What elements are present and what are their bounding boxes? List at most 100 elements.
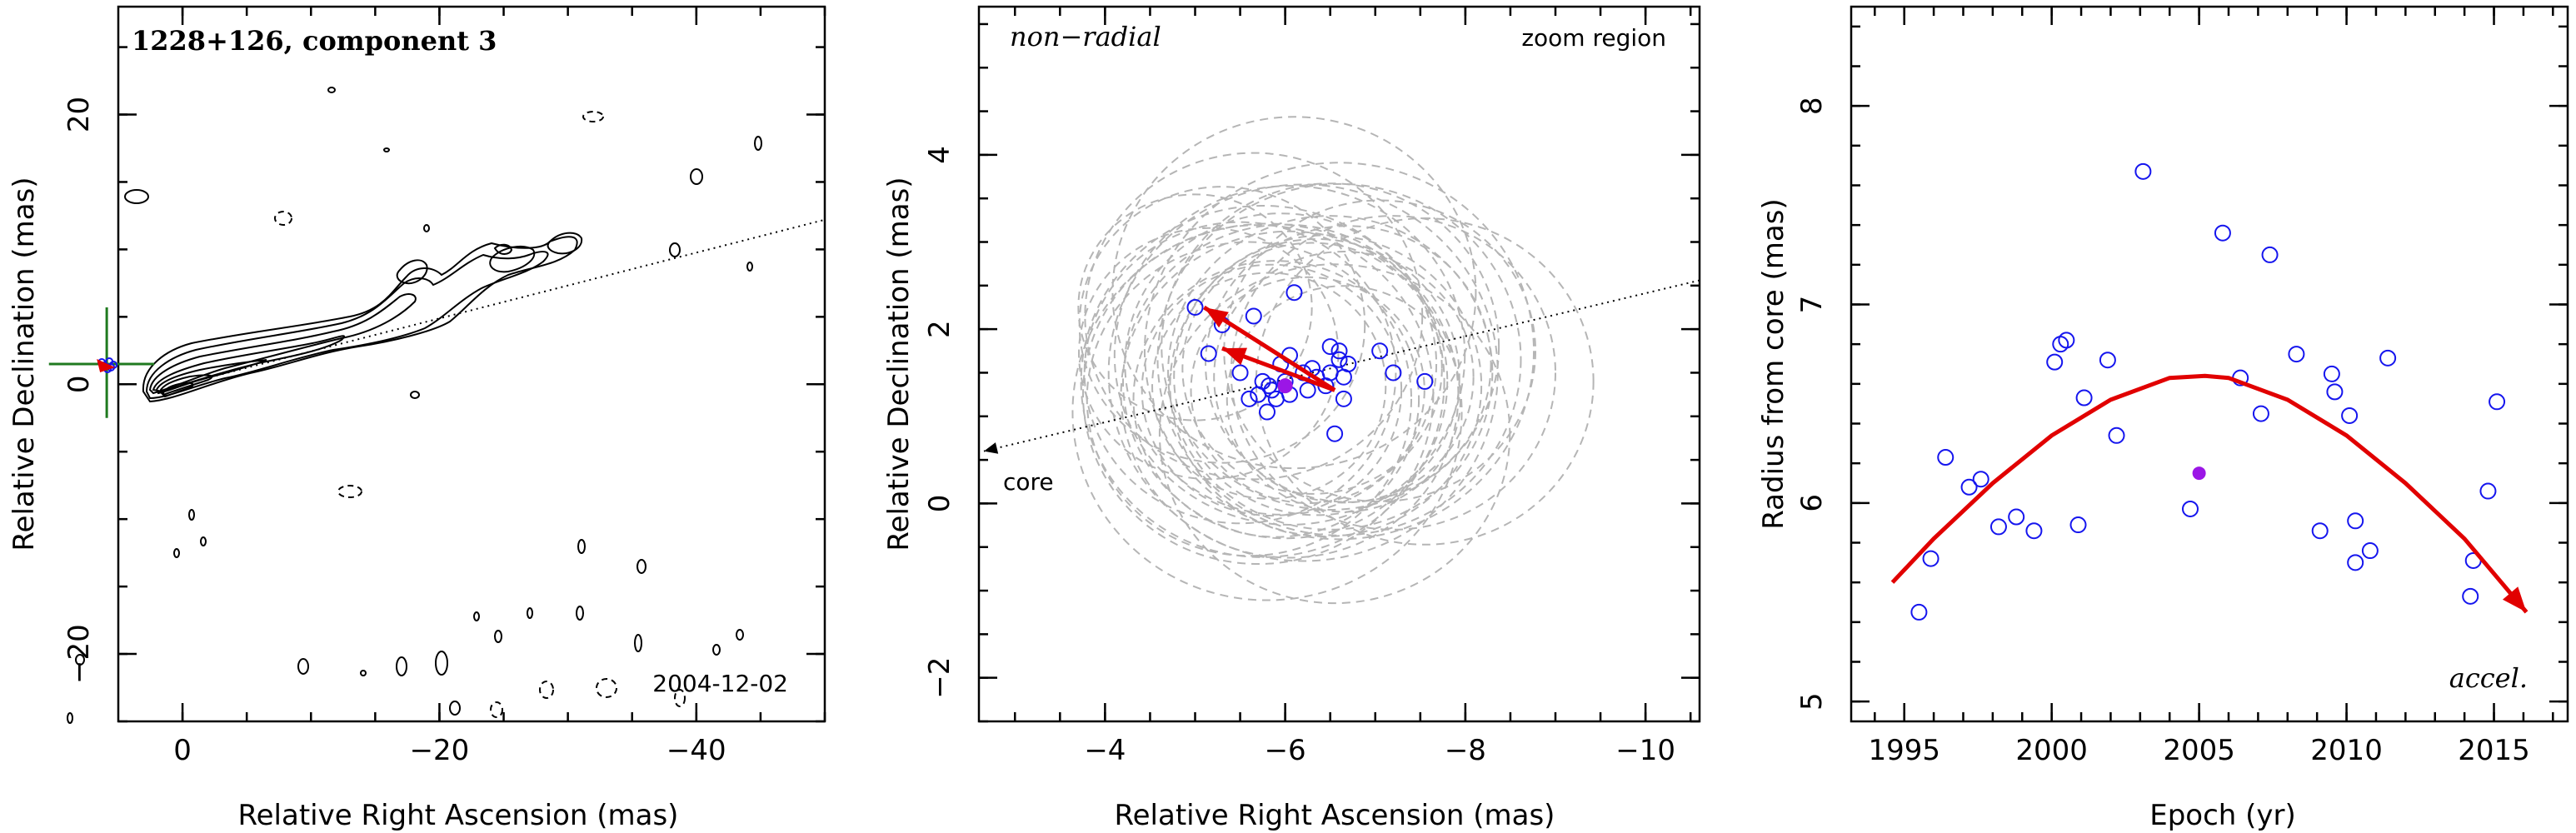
error-circle [1181, 242, 1443, 495]
error-circle [1213, 251, 1475, 504]
noise-contour [736, 629, 744, 641]
position-point [1261, 377, 1278, 395]
jet-contour [145, 251, 549, 400]
radius-point [2008, 508, 2025, 526]
noise-contour [494, 630, 502, 643]
noise-contour [669, 242, 681, 257]
radius-point [2379, 349, 2397, 367]
panel2-label-left: non−radial [1010, 21, 1161, 52]
noise-contour [746, 262, 753, 272]
noise-contour [577, 539, 586, 554]
radius-point [2069, 516, 2087, 534]
panel1-xlabel: Relative Right Ascension (mas) [238, 799, 679, 832]
position-point [1330, 351, 1348, 368]
noise-contour [396, 656, 407, 676]
radius-point [2181, 500, 2199, 517]
error-circle [1156, 182, 1522, 536]
error-circle [1124, 212, 1438, 516]
error-circle [1078, 186, 1366, 464]
panel2-xtick-label: −8 [1445, 734, 1486, 767]
noise-contour [200, 536, 207, 546]
radius-point [2489, 393, 2506, 411]
panel2-ytick-label: 0 [923, 495, 956, 513]
radius-point [2108, 426, 2125, 444]
panel3-xtick-label: 2000 [2015, 734, 2088, 767]
panel1-ylabel: Relative Declination (mas) [7, 177, 41, 551]
error-circle [1161, 182, 1500, 511]
position-point [1200, 345, 1217, 362]
error-circle [1086, 241, 1412, 557]
component-position [109, 361, 118, 369]
radius-point [2025, 522, 2043, 540]
radius-point [2347, 512, 2364, 530]
panel-zoom-region: −4 −6 −8 −10 4 2 0 −2 non−radial zoom region co… [882, 5, 1701, 832]
noise-contour [327, 87, 336, 93]
position-point [1231, 364, 1249, 382]
position-point [1385, 364, 1402, 382]
radius-point [2252, 405, 2269, 422]
error-circle [1190, 276, 1425, 504]
noise-contour [274, 211, 292, 226]
noise-contour [383, 147, 390, 152]
jet-contour [148, 293, 417, 395]
jet-contour [493, 243, 513, 255]
velocity-vector [1202, 305, 1336, 392]
noise-contour [449, 701, 461, 716]
panel3-xtick-label: 2015 [2458, 734, 2530, 767]
error-circles [1071, 116, 1595, 605]
panel3-xtick-label: 1995 [1868, 734, 1940, 767]
noise-contour [490, 701, 503, 718]
noise-contour [124, 189, 149, 204]
radius-marks: 1995 2000 2005 2010 2015 8 7 6 5 [1795, 5, 2569, 767]
jet-contour [155, 359, 267, 395]
panel1-ytick-label: 0 [62, 375, 96, 393]
panel2-ytick-label: −2 [923, 657, 956, 699]
position-point [1259, 403, 1276, 421]
core-label: core [1003, 468, 1054, 496]
velocity-vector-head [1221, 347, 1248, 366]
panel2-xtick-label: −10 [1615, 734, 1675, 767]
position-point [1330, 342, 1348, 360]
noise-contour [712, 644, 721, 656]
jet-contour [547, 232, 583, 255]
panel-radius-epoch: 1995 2000 2005 2010 2015 8 7 6 5 accel. Epoch (y… [1757, 5, 2569, 832]
core-direction-arrowhead [984, 442, 999, 454]
mean-position-point [1277, 378, 1293, 394]
radius-point [1972, 471, 1989, 488]
panel3-label: accel. [2449, 662, 2528, 694]
panel1-xtick-label: −20 [410, 734, 470, 767]
noise-contour [637, 559, 646, 574]
noise-contour [173, 548, 180, 558]
panel2-ylabel: Relative Declination (mas) [882, 177, 916, 551]
position-point [1321, 338, 1339, 356]
noise-contour [674, 689, 686, 707]
component-motion-arrow [97, 359, 116, 372]
error-circle [1167, 215, 1494, 531]
panel3-ytick-label: 7 [1795, 296, 1829, 314]
error-circle [1230, 215, 1556, 531]
mean-radius-point [2192, 466, 2206, 481]
radius-point [2075, 389, 2093, 407]
radius-point [2326, 383, 2344, 401]
noise-contour [582, 111, 604, 122]
panel3-xtick-label: 2010 [2310, 734, 2383, 767]
jet-contour [396, 259, 428, 285]
panel1-ytick-label: −20 [62, 624, 96, 684]
error-circle [1078, 227, 1340, 481]
jet-contour [489, 245, 536, 273]
radius-point [2341, 407, 2359, 424]
position-point [1241, 390, 1258, 407]
position-point [1335, 390, 1352, 407]
radius-point [2046, 353, 2064, 371]
position-point [1340, 356, 1357, 372]
radius-point [2347, 554, 2364, 571]
panel3-ylabel: Radius from core (mas) [1757, 198, 1790, 529]
panel3-ytick-label: 8 [1795, 97, 1829, 115]
noise-contour [576, 606, 584, 621]
error-circle [1111, 116, 1477, 470]
position-point [1299, 382, 1316, 399]
panel1-title: 1228+126, component 3 [132, 25, 497, 57]
error-circle [1226, 285, 1462, 513]
fit-curve-arrowhead [2502, 586, 2527, 612]
